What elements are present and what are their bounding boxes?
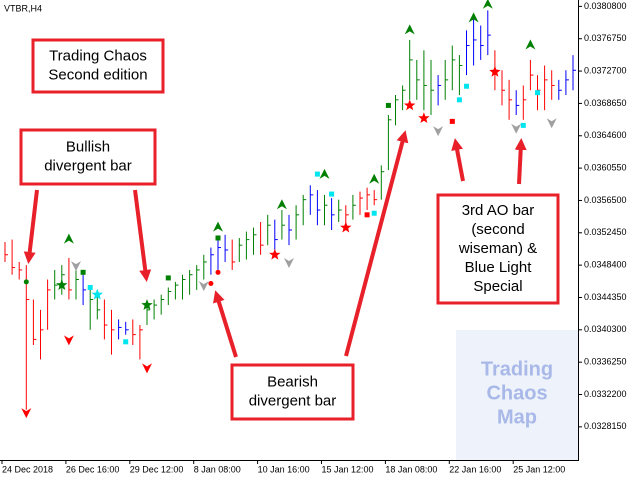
arrow	[451, 138, 465, 182]
square	[449, 118, 455, 124]
square	[371, 210, 377, 216]
star	[404, 99, 416, 111]
dot	[215, 269, 221, 275]
square	[329, 191, 335, 197]
x-tick-label: 10 Jan 16:00	[258, 464, 310, 474]
fractal-up	[369, 173, 380, 184]
arrows	[23, 130, 527, 358]
watermark-text: Trading	[481, 358, 553, 380]
dot	[208, 281, 214, 287]
fractal-up	[404, 24, 415, 35]
plot	[4, 0, 576, 419]
fractal-down	[511, 123, 522, 134]
square	[314, 171, 320, 177]
watermark-text: Map	[497, 406, 537, 428]
arrow	[213, 290, 238, 358]
symbol: VTBR,H4	[4, 3, 42, 13]
note-text: Blue Light	[465, 259, 533, 276]
note-text: divergent bar	[249, 392, 337, 409]
y-tick-label: 0.0352450	[584, 227, 627, 237]
square	[80, 269, 86, 275]
note-box	[31, 38, 165, 94]
y-tick-label: 0.0344350	[584, 292, 627, 302]
y-tick-label: 0.0376750	[584, 33, 627, 43]
fractal-up	[319, 168, 330, 179]
square	[87, 285, 93, 290]
note-text: Special	[473, 278, 522, 295]
note-box	[230, 363, 355, 421]
fractal-up	[276, 199, 287, 210]
note-box	[19, 128, 157, 186]
square	[364, 212, 370, 218]
y-tick-label: 0.0356500	[584, 195, 627, 205]
arrow	[23, 189, 39, 264]
note-text: Trading Chaos	[49, 47, 147, 64]
watermark-text: Chaos	[486, 382, 547, 404]
fractal-up	[525, 39, 536, 50]
square	[456, 97, 462, 103]
x-tick-label: 22 Jan 16:00	[449, 464, 501, 474]
y-tick-label: 0.0332200	[584, 389, 627, 399]
y-tick-label: 0.0364600	[584, 130, 627, 140]
arrow	[344, 130, 409, 357]
square	[215, 235, 221, 241]
square	[385, 102, 391, 108]
y-tick-label: 0.0368650	[584, 98, 627, 108]
y-tick-label: 0.0336250	[584, 357, 627, 367]
annotations: Trading Chaos Second edition Bullish diverg…	[19, 38, 560, 421]
fractal-down	[63, 335, 74, 346]
arrow	[133, 189, 152, 282]
y-tick-label: 0.0340300	[584, 324, 627, 334]
fractal-down	[142, 363, 152, 374]
note-text: Second edition	[48, 66, 147, 83]
fractal-up	[213, 221, 223, 232]
star	[141, 299, 153, 310]
x-tick-label: 24 Dec 2018	[2, 464, 53, 474]
star	[269, 248, 281, 260]
note-text: wiseman) &	[458, 240, 537, 257]
star	[56, 279, 68, 290]
fractal-up	[63, 233, 74, 244]
square	[165, 275, 171, 281]
square	[123, 339, 129, 345]
x-tick-label: 25 Jan 12:00	[513, 464, 565, 474]
square	[464, 83, 469, 89]
star	[489, 65, 501, 77]
fractal-down	[546, 118, 557, 129]
fractal-down	[284, 257, 294, 268]
y-tick-label: 0.0328150	[584, 421, 627, 431]
fractal-up	[468, 12, 479, 23]
note-text: Bullish	[66, 138, 110, 155]
x-tick-label: 8 Jan 08:00	[194, 464, 241, 474]
note-box	[436, 193, 560, 305]
y-tick-label: 0.0360550	[584, 162, 627, 172]
x-tick-label: 26 Dec 16:00	[66, 464, 120, 474]
y-tick-label: 0.0372700	[584, 65, 627, 75]
dot	[23, 279, 29, 285]
note-text: (second	[471, 221, 524, 238]
fractal-up	[482, 0, 493, 9]
fractal-down	[71, 261, 81, 272]
x-tick-label: 15 Jan 12:00	[322, 464, 374, 474]
fractal-down	[198, 281, 209, 292]
note-text: divergent bar	[44, 157, 132, 174]
x-tick-label: 29 Dec 12:00	[130, 464, 184, 474]
star	[91, 288, 103, 300]
arrow	[514, 138, 527, 185]
fractal-down	[21, 408, 32, 419]
y-tick-label: 0.0380800	[584, 1, 627, 11]
star	[340, 221, 352, 233]
note-text: Bearish	[267, 373, 318, 390]
fractal-down	[433, 126, 444, 137]
star	[418, 112, 430, 123]
square	[535, 90, 540, 96]
note-text: 3rd AO bar	[462, 202, 535, 219]
square	[520, 122, 526, 128]
x-tick-label: 18 Jan 08:00	[385, 464, 437, 474]
watermark-bg	[456, 330, 578, 460]
y-tick-label: 0.0348400	[584, 260, 627, 270]
